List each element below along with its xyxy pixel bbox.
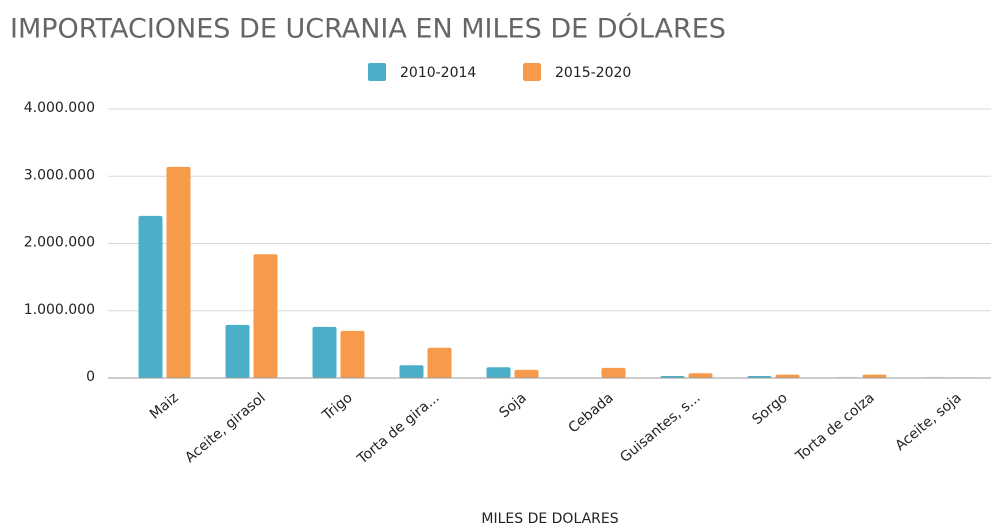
- x-tick-label: Cebada: [566, 390, 617, 437]
- bar: [775, 374, 800, 378]
- bar: [688, 373, 713, 378]
- x-tick-label: Guisantes, s...: [617, 390, 703, 466]
- bar: [225, 324, 250, 378]
- y-tick-label: 1.000.000: [24, 302, 95, 318]
- x-tick-label: Soja: [496, 390, 529, 421]
- legend-swatch: [523, 63, 541, 81]
- bar: [399, 365, 424, 378]
- x-tick-label: Aceite, girasol: [182, 390, 268, 466]
- bar: [862, 374, 887, 378]
- x-tick-label: Torta de colza: [792, 390, 877, 465]
- y-tick-label: 3.000.000: [24, 167, 95, 183]
- bar: [138, 215, 163, 378]
- bar: [601, 367, 626, 378]
- y-tick-label: 2.000.000: [24, 235, 95, 251]
- x-tick-label: Aceite, soja: [892, 390, 964, 454]
- y-tick-label: 4.000.000: [24, 100, 95, 116]
- y-tick-label: 0: [86, 369, 95, 385]
- bar: [166, 166, 191, 378]
- legend-label: 2015-2020: [555, 65, 631, 81]
- x-tick-label: Maiz: [147, 390, 182, 423]
- legend-swatch: [368, 63, 386, 81]
- x-tick-label: Sorgo: [749, 390, 790, 428]
- x-axis-label: MILES DE DOLARES: [481, 511, 618, 527]
- bar: [660, 375, 685, 378]
- chart-title: IMPORTACIONES DE UCRANIA EN MILES DE DÓL…: [10, 13, 726, 45]
- x-tick-label: Trigo: [319, 390, 356, 424]
- bar: [312, 326, 337, 378]
- legend-label: 2010-2014: [400, 65, 476, 81]
- bar: [427, 347, 452, 378]
- bar: [253, 254, 278, 378]
- bar: [514, 369, 539, 378]
- bar: [486, 367, 511, 378]
- x-tick-label: Torta de gira...: [354, 390, 443, 468]
- bar: [340, 330, 365, 378]
- bar: [747, 375, 772, 378]
